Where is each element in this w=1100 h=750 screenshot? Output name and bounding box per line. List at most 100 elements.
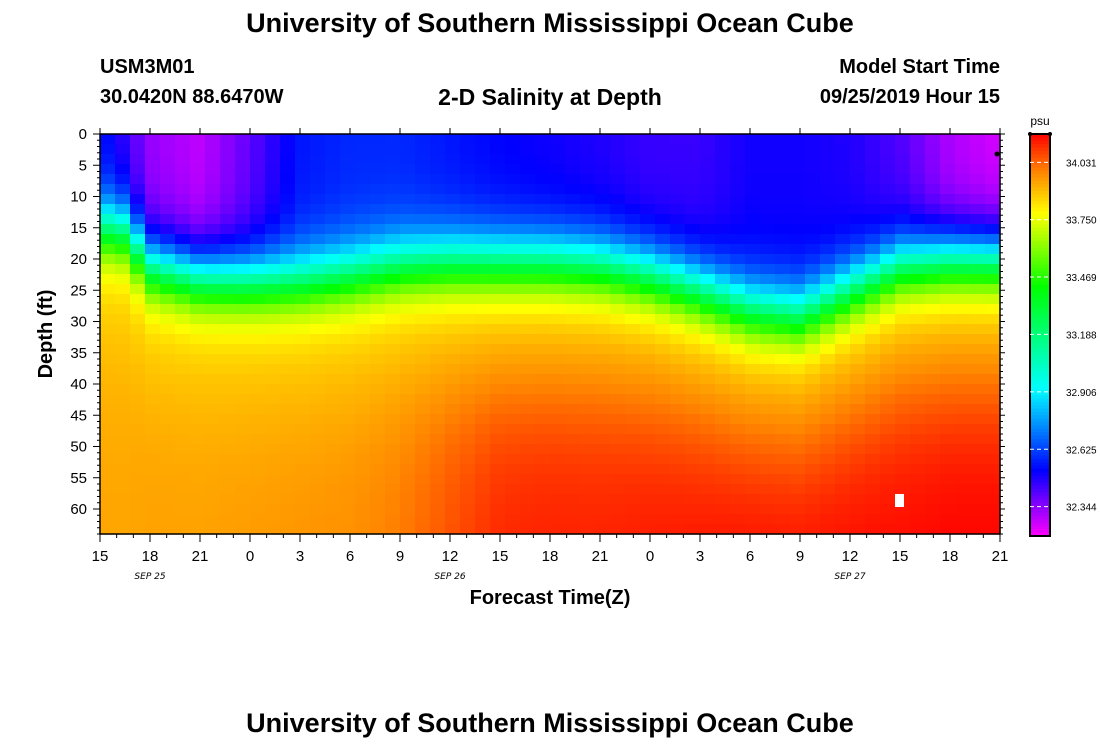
heatmap-cell	[925, 484, 941, 495]
heatmap-cell	[100, 464, 116, 475]
heatmap-cell	[340, 504, 356, 515]
heatmap-cell	[295, 224, 311, 235]
heatmap-cell	[235, 204, 251, 215]
station-coordinates: 30.0420N 88.6470W	[100, 86, 284, 108]
heatmap-cell	[160, 254, 176, 265]
colorbar-segment	[1030, 301, 1050, 306]
heatmap-cell	[610, 234, 626, 245]
heatmap-cell	[490, 304, 506, 315]
heatmap-cell	[235, 414, 251, 425]
heatmap-cell	[385, 394, 401, 405]
heatmap-cell	[220, 154, 236, 165]
heatmap-cell	[655, 134, 671, 145]
heatmap-cell	[670, 284, 686, 295]
date-label: SEP 27	[834, 572, 865, 582]
heatmap-cell	[910, 374, 926, 385]
heatmap-cell	[790, 244, 806, 255]
heatmap-cell	[505, 524, 521, 535]
heatmap-cell	[550, 514, 566, 525]
heatmap-cell	[775, 324, 791, 335]
heatmap-cell	[145, 184, 161, 195]
heatmap-cell	[430, 344, 446, 355]
heatmap-cell	[850, 254, 866, 265]
heatmap-cell	[205, 494, 221, 505]
heatmap-cell	[865, 524, 881, 535]
heatmap-cell	[490, 414, 506, 425]
heatmap-cell	[415, 454, 431, 465]
heatmap-cell	[595, 384, 611, 395]
heatmap-cell	[445, 254, 461, 265]
heatmap-cell	[475, 414, 491, 425]
heatmap-cell	[625, 474, 641, 485]
heatmap-cell	[550, 304, 566, 315]
heatmap-cell	[670, 274, 686, 285]
heatmap-cell	[295, 524, 311, 535]
heatmap-cell	[820, 444, 836, 455]
heatmap-cell	[280, 184, 296, 195]
heatmap-cell	[835, 164, 851, 175]
heatmap-cell	[850, 304, 866, 315]
heatmap-cell	[460, 464, 476, 475]
heatmap-cell	[310, 184, 326, 195]
heatmap-cell	[370, 314, 386, 325]
heatmap-cell	[820, 254, 836, 265]
heatmap-cell	[265, 234, 281, 245]
heatmap-cell	[925, 234, 941, 245]
colorbar-segment	[1030, 422, 1050, 427]
heatmap-cell	[910, 254, 926, 265]
heatmap-cell	[475, 284, 491, 295]
heatmap-cell	[940, 384, 956, 395]
heatmap-cell	[655, 454, 671, 465]
heatmap-cell	[310, 204, 326, 215]
heatmap-cell	[970, 524, 986, 535]
heatmap-cell	[925, 344, 941, 355]
heatmap-cell	[595, 304, 611, 315]
heatmap-cell	[880, 374, 896, 385]
heatmap-cell	[805, 134, 821, 145]
heatmap-cell	[505, 174, 521, 185]
heatmap-cell	[475, 274, 491, 285]
heatmap-cell	[250, 374, 266, 385]
heatmap-cell	[355, 334, 371, 345]
heatmap-cell	[250, 464, 266, 475]
colorbar-segment	[1030, 361, 1050, 366]
heatmap-cell	[370, 274, 386, 285]
heatmap-cell	[655, 334, 671, 345]
heatmap-cell	[790, 304, 806, 315]
heatmap-cell	[445, 454, 461, 465]
heatmap-cell	[145, 404, 161, 415]
heatmap-cell	[220, 354, 236, 365]
heatmap-cell	[385, 314, 401, 325]
heatmap-cell	[220, 424, 236, 435]
heatmap-cell	[760, 394, 776, 405]
heatmap-cell	[625, 254, 641, 265]
colorbar-segment	[1030, 197, 1050, 202]
heatmap-cell	[535, 224, 551, 235]
heatmap-cell	[190, 174, 206, 185]
heatmap-cell	[940, 214, 956, 225]
heatmap-cell	[775, 484, 791, 495]
heatmap-cell	[100, 264, 116, 275]
heatmap-cell	[250, 394, 266, 405]
heatmap-cell	[670, 254, 686, 265]
heatmap-cell	[295, 254, 311, 265]
heatmap-cell	[805, 264, 821, 275]
heatmap-cell	[670, 134, 686, 145]
heatmap-cell	[640, 134, 656, 145]
heatmap-cell	[640, 214, 656, 225]
heatmap-cell	[580, 294, 596, 305]
heatmap-cell	[190, 224, 206, 235]
heatmap-cell	[760, 234, 776, 245]
colorbar-segment	[1030, 512, 1050, 517]
heatmap-cell	[220, 524, 236, 535]
heatmap-cell	[940, 224, 956, 235]
heatmap-cell	[415, 224, 431, 235]
heatmap-cell	[865, 144, 881, 155]
heatmap-cell	[655, 364, 671, 375]
heatmap-cell	[775, 184, 791, 195]
heatmap-cell	[910, 454, 926, 465]
colorbar-segment	[1030, 331, 1050, 336]
colorbar-segment	[1030, 268, 1050, 272]
heatmap-cell	[805, 504, 821, 515]
heatmap-cell	[700, 434, 716, 445]
